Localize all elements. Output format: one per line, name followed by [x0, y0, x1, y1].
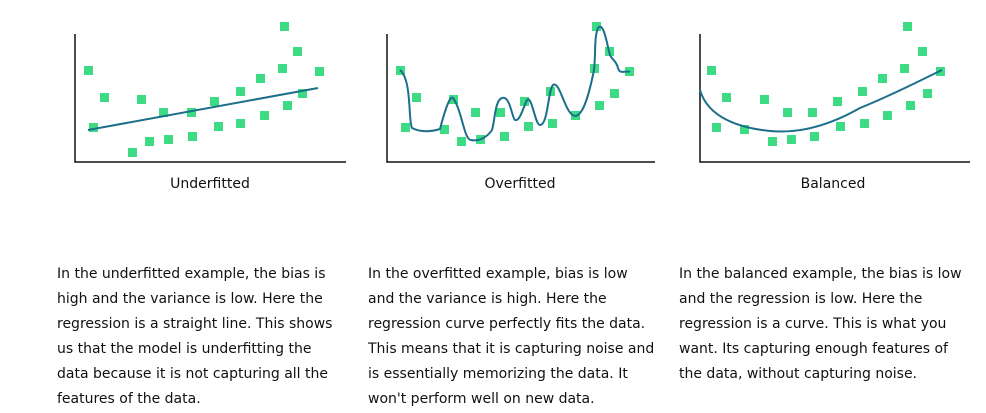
description-line: This means that it is capturing noise an… [368, 341, 655, 357]
underfitted-title: Underfitted [170, 176, 250, 192]
balanced-points [707, 22, 945, 146]
description-line: In the overfitted example, bias is low [368, 266, 628, 282]
description-line: want. Its capturing enough features of [679, 341, 948, 357]
overfitted-points [396, 22, 634, 146]
description-line: and the variance is high. Here the [368, 291, 607, 307]
underfitted-description: In the underfitted example, the bias is … [57, 262, 357, 412]
description-line: won't perform well on new data. [368, 391, 595, 407]
balanced-description: In the balanced example, the bias is low… [679, 262, 979, 387]
description-line: high and the variance is low. Here the [57, 291, 323, 307]
underfitted-points [84, 22, 324, 157]
overfitted-axes [386, 34, 655, 163]
diagram-canvas [74, 22, 970, 163]
description-line: the data, without capturing noise. [679, 366, 918, 382]
balanced-axes [699, 34, 970, 163]
balanced-title: Balanced [800, 176, 866, 192]
description-line: and the regression is low. Here the [679, 291, 923, 307]
underfitted-axes [74, 34, 346, 163]
description-line: us that the model is underfitting the [57, 341, 312, 357]
overfitted-regression-curve [399, 25, 631, 142]
description-line: regression curve perfectly fits the data… [368, 316, 646, 332]
overfitted-plot [386, 22, 655, 163]
description-line: features of the data. [57, 391, 201, 407]
overfitted-title: Overfitted [484, 176, 556, 192]
description-line: data because it is not capturing all the [57, 366, 328, 382]
description-line: regression is a straight line. This show… [57, 316, 333, 332]
overfitted-description: In the overfitted example, bias is low a… [368, 262, 668, 412]
description-line: In the underfitted example, the bias is [57, 266, 326, 282]
underfitted-regression-line [87, 87, 319, 131]
underfitted-plot [74, 22, 346, 163]
balanced-plot [699, 22, 970, 163]
description-line: regression is a curve. This is what you [679, 316, 947, 332]
description-line: In the balanced example, the bias is low [679, 266, 962, 282]
balanced-regression-curve [699, 69, 943, 133]
description-line: is essentially memorizing the data. It [368, 366, 628, 382]
